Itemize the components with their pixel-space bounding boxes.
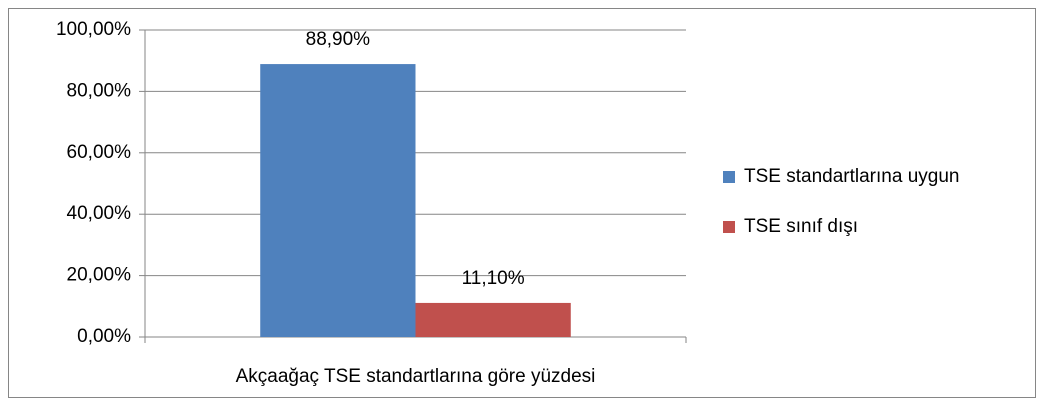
bar (260, 64, 416, 338)
chart-border (8, 8, 1036, 398)
data-label: 88,90% (306, 29, 371, 50)
x-tick-label: Akçaağaç TSE standartlarına göre yüzdesi (236, 366, 596, 387)
y-tick-label: 0,00% (77, 326, 131, 347)
data-label: 11,10% (462, 268, 525, 289)
legend-swatch (723, 171, 735, 183)
y-tick-label: 40,00% (67, 203, 132, 224)
bar (415, 302, 571, 337)
y-tick-label: 20,00% (67, 265, 132, 286)
y-tick-label: 100,00% (56, 19, 131, 40)
legend-label: TSE standartlarına uygun (744, 166, 959, 187)
y-tick-label: 60,00% (67, 142, 132, 163)
legend-label: TSE sınıf dışı (744, 216, 858, 237)
y-tick-label: 80,00% (67, 80, 132, 101)
legend-swatch (723, 221, 735, 233)
